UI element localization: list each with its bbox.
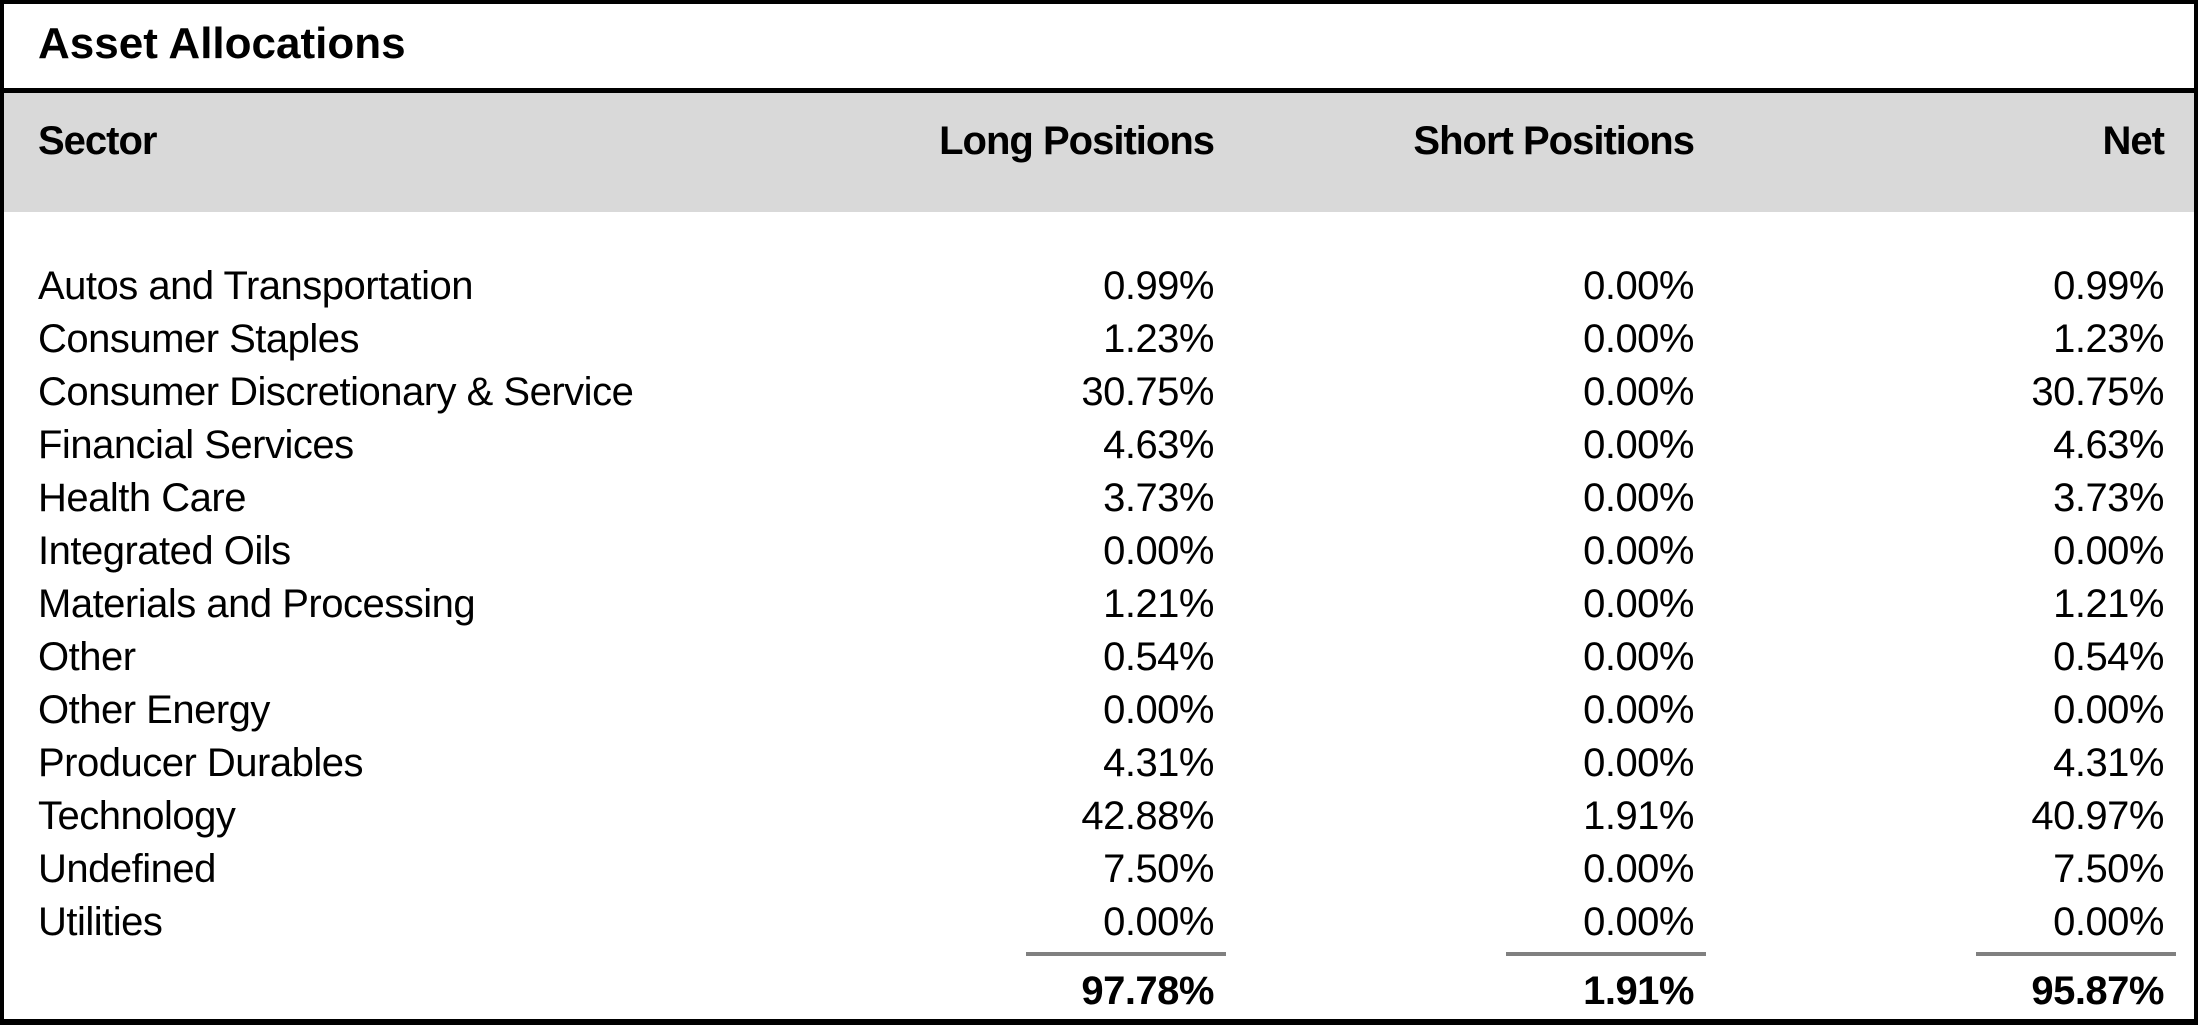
totals-row: 97.78% 1.91% 95.87%: [4, 965, 2194, 1018]
short-total-value: 1.91%: [1583, 969, 1694, 1013]
sector-cell: Other Energy: [38, 688, 270, 732]
sector-cell: Health Care: [38, 476, 246, 520]
column-header-sector: Sector: [38, 119, 158, 163]
sector-cell: Consumer Staples: [38, 317, 360, 361]
net-total-rule: [1976, 952, 2176, 956]
table-body: Autos and Transportation 0.99% 0.00% 0.9…: [4, 260, 2194, 949]
sector-cell: Consumer Discretionary & Service: [38, 370, 634, 414]
long-positions-cell: 0.00%: [1103, 900, 1214, 944]
table-row: Integrated Oils 0.00% 0.00% 0.00%: [4, 525, 2194, 578]
sector-cell: Autos and Transportation: [38, 264, 473, 308]
long-positions-cell: 4.63%: [1103, 423, 1214, 467]
sector-cell: Financial Services: [38, 423, 354, 467]
sector-cell: Other: [38, 635, 136, 679]
long-total-value: 97.78%: [1081, 969, 1214, 1013]
totals-underline-row: [4, 952, 2194, 956]
sector-cell: Materials and Processing: [38, 582, 476, 626]
short-positions-cell: 0.00%: [1583, 900, 1694, 944]
long-positions-cell: 0.99%: [1103, 264, 1214, 308]
short-positions-cell: 0.00%: [1583, 423, 1694, 467]
net-cell: 0.00%: [2053, 900, 2164, 944]
net-cell: 1.23%: [2053, 317, 2164, 361]
totals-label-cell: [38, 965, 914, 1018]
table-header-row: Sector Long Positions Short Positions Ne…: [4, 93, 2194, 212]
net-cell: 0.54%: [2053, 635, 2164, 679]
sector-cell: Integrated Oils: [38, 529, 291, 573]
column-header-short-positions: Short Positions: [1413, 119, 1695, 163]
short-positions-cell: 0.00%: [1583, 476, 1694, 520]
long-total-rule: [1026, 952, 1226, 956]
short-positions-cell: 0.00%: [1583, 264, 1694, 308]
net-cell: 0.00%: [2053, 688, 2164, 732]
short-positions-cell: 0.00%: [1583, 688, 1694, 732]
net-cell: 30.75%: [2031, 370, 2164, 414]
table-row: Undefined 7.50% 0.00% 7.50%: [4, 843, 2194, 896]
short-positions-cell: 0.00%: [1583, 370, 1694, 414]
net-cell: 0.00%: [2053, 529, 2164, 573]
table-row: Utilities 0.00% 0.00% 0.00%: [4, 896, 2194, 949]
title-divider: [4, 88, 2194, 93]
net-total-value: 95.87%: [2031, 969, 2164, 1013]
long-positions-cell: 1.21%: [1103, 582, 1214, 626]
page-title: Asset Allocations: [38, 19, 406, 68]
table-row: Materials and Processing 1.21% 0.00% 1.2…: [4, 578, 2194, 631]
table-row: Producer Durables 4.31% 0.00% 4.31%: [4, 737, 2194, 790]
long-positions-cell: 0.00%: [1103, 529, 1214, 573]
net-cell: 7.50%: [2053, 847, 2164, 891]
short-positions-cell: 0.00%: [1583, 847, 1694, 891]
net-cell: 0.99%: [2053, 264, 2164, 308]
short-positions-cell: 1.91%: [1583, 794, 1694, 838]
sector-cell: Utilities: [38, 900, 163, 944]
net-cell: 1.21%: [2053, 582, 2164, 626]
net-cell: 3.73%: [2053, 476, 2164, 520]
table-row: Consumer Discretionary & Service 30.75% …: [4, 366, 2194, 419]
short-positions-cell: 0.00%: [1583, 317, 1694, 361]
sector-cell: Technology: [38, 794, 236, 838]
table-row: Technology 42.88% 1.91% 40.97%: [4, 790, 2194, 843]
table-row: Financial Services 4.63% 0.00% 4.63%: [4, 419, 2194, 472]
long-positions-cell: 42.88%: [1081, 794, 1214, 838]
short-total-rule: [1506, 952, 1706, 956]
sector-cell: Undefined: [38, 847, 216, 891]
net-cell: 4.31%: [2053, 741, 2164, 785]
long-positions-cell: 1.23%: [1103, 317, 1214, 361]
long-positions-cell: 0.54%: [1103, 635, 1214, 679]
net-cell: 40.97%: [2031, 794, 2164, 838]
title-bar: Asset Allocations: [4, 4, 2194, 88]
column-header-net: Net: [2102, 119, 2165, 163]
long-positions-cell: 30.75%: [1081, 370, 1214, 414]
table-row: Health Care 3.73% 0.00% 3.73%: [4, 472, 2194, 525]
long-positions-cell: 0.00%: [1103, 688, 1214, 732]
table-row: Other Energy 0.00% 0.00% 0.00%: [4, 684, 2194, 737]
long-positions-cell: 7.50%: [1103, 847, 1214, 891]
short-positions-cell: 0.00%: [1583, 582, 1694, 626]
table-row: Other 0.54% 0.00% 0.54%: [4, 631, 2194, 684]
table-row: Consumer Staples 1.23% 0.00% 1.23%: [4, 313, 2194, 366]
sector-cell: Producer Durables: [38, 741, 364, 785]
long-positions-cell: 4.31%: [1103, 741, 1214, 785]
net-cell: 4.63%: [2053, 423, 2164, 467]
short-positions-cell: 0.00%: [1583, 741, 1694, 785]
short-positions-cell: 0.00%: [1583, 635, 1694, 679]
table-row: Autos and Transportation 0.99% 0.00% 0.9…: [4, 260, 2194, 313]
long-positions-cell: 3.73%: [1103, 476, 1214, 520]
short-positions-cell: 0.00%: [1583, 529, 1694, 573]
column-header-long-positions: Long Positions: [939, 119, 1215, 163]
